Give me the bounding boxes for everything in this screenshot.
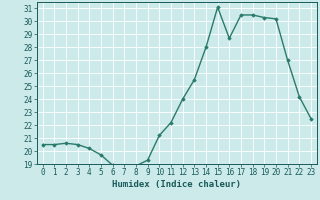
- X-axis label: Humidex (Indice chaleur): Humidex (Indice chaleur): [112, 180, 241, 189]
